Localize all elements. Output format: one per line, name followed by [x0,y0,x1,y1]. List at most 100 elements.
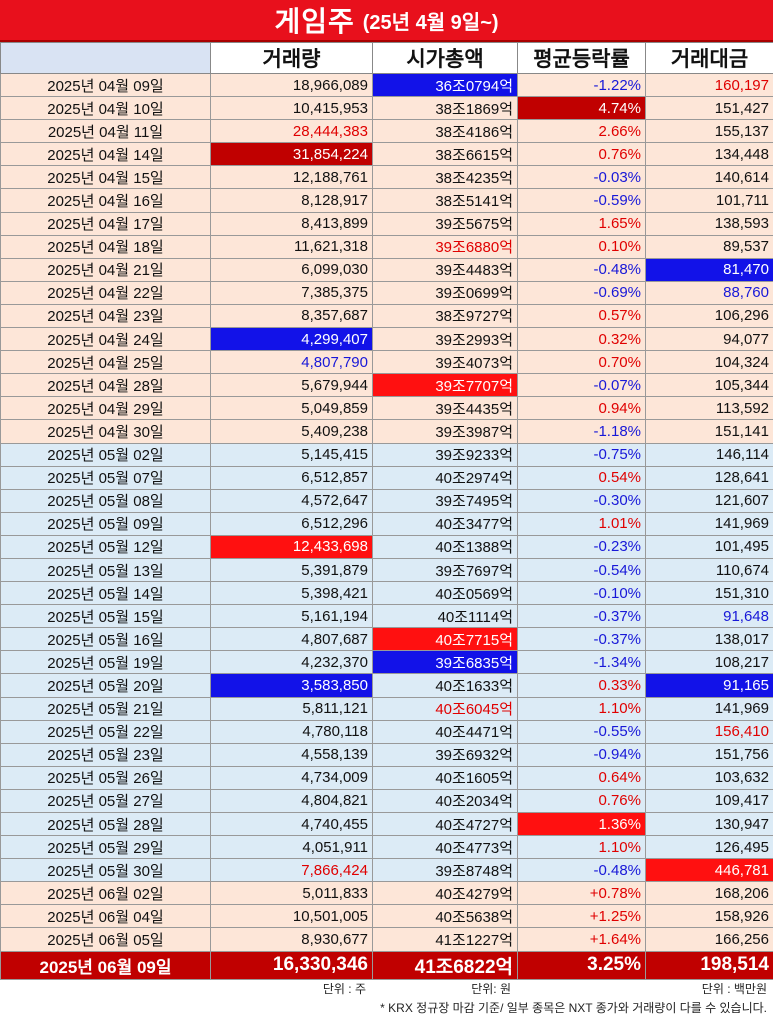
latest-date-cell: 2025년 06월 09일 [1,951,211,979]
change-cell: 1.65% [518,212,646,235]
date-cell: 2025년 04월 29일 [1,397,211,420]
market-cap-cell: 39조4435억 [373,397,518,420]
change-cell: 4.74% [518,97,646,120]
amount-cell: 91,165 [646,674,773,697]
date-cell: 2025년 06월 05일 [1,928,211,951]
volume-cell: 5,049,859 [211,397,373,420]
date-cell: 2025년 05월 23일 [1,743,211,766]
market-cap-cell: 39조3987억 [373,420,518,443]
change-cell: +1.64% [518,928,646,951]
change-cell: 0.57% [518,304,646,327]
market-cap-cell: 40조0569억 [373,582,518,605]
market-cap-cell: 39조7495억 [373,489,518,512]
header-volume: 거래량 [211,43,373,74]
volume-cell: 7,385,375 [211,281,373,304]
latest-amount-cell: 198,514 [646,951,773,979]
date-cell: 2025년 04월 30일 [1,420,211,443]
volume-cell: 4,299,407 [211,328,373,351]
amount-cell: 151,756 [646,743,773,766]
amount-cell: 158,926 [646,905,773,928]
change-cell: -0.48% [518,258,646,281]
amount-cell: 89,537 [646,235,773,258]
market-cap-cell: 39조6932억 [373,743,518,766]
header-change-rate: 평균등락률 [518,43,646,74]
amount-cell: 168,206 [646,882,773,905]
volume-cell: 4,232,370 [211,651,373,674]
volume-cell: 4,807,687 [211,628,373,651]
change-cell: -1.22% [518,74,646,97]
volume-cell: 4,051,911 [211,836,373,859]
header-date [1,43,211,74]
change-cell: -0.03% [518,166,646,189]
date-cell: 2025년 05월 07일 [1,466,211,489]
date-cell: 2025년 04월 24일 [1,328,211,351]
date-cell: 2025년 05월 14일 [1,582,211,605]
amount-cell: 160,197 [646,74,773,97]
market-cap-cell: 39조6880억 [373,235,518,258]
unit-volume: 단위 : 주 [0,980,372,998]
date-cell: 2025년 05월 13일 [1,558,211,581]
market-cap-cell: 39조6835억 [373,651,518,674]
amount-cell: 101,495 [646,535,773,558]
volume-cell: 3,583,850 [211,674,373,697]
volume-cell: 18,966,089 [211,74,373,97]
date-cell: 2025년 05월 02일 [1,443,211,466]
market-cap-cell: 39조0699억 [373,281,518,304]
amount-cell: 103,632 [646,766,773,789]
amount-cell: 151,427 [646,97,773,120]
date-cell: 2025년 05월 26일 [1,766,211,789]
market-cap-cell: 39조7707억 [373,374,518,397]
amount-cell: 88,760 [646,281,773,304]
change-cell: 2.66% [518,120,646,143]
market-cap-cell: 40조4471억 [373,720,518,743]
footnote: * KRX 정규장 마감 기준/ 일부 종목은 NXT 종가와 거래량이 다를 … [0,998,773,1018]
volume-cell: 5,011,833 [211,882,373,905]
date-cell: 2025년 05월 29일 [1,836,211,859]
volume-cell: 6,512,296 [211,512,373,535]
volume-cell: 5,391,879 [211,558,373,581]
header-trading-amount: 거래대금 [646,43,773,74]
volume-cell: 5,161,194 [211,605,373,628]
amount-cell: 146,114 [646,443,773,466]
amount-cell: 156,410 [646,720,773,743]
market-cap-cell: 40조2974억 [373,466,518,489]
volume-cell: 4,740,455 [211,813,373,836]
market-cap-cell: 40조4279억 [373,882,518,905]
change-cell: -0.59% [518,189,646,212]
date-cell: 2025년 06월 04일 [1,905,211,928]
amount-cell: 151,141 [646,420,773,443]
unit-amount: 단위 : 백만원 [645,980,773,998]
date-cell: 2025년 05월 21일 [1,697,211,720]
market-cap-cell: 38조9727억 [373,304,518,327]
market-cap-cell: 41조1227억 [373,928,518,951]
amount-cell: 138,017 [646,628,773,651]
date-cell: 2025년 04월 11일 [1,120,211,143]
date-cell: 2025년 04월 23일 [1,304,211,327]
market-cap-cell: 38조6615억 [373,143,518,166]
volume-cell: 28,444,383 [211,120,373,143]
change-cell: +0.78% [518,882,646,905]
change-cell: -0.07% [518,374,646,397]
change-cell: 0.54% [518,466,646,489]
volume-cell: 7,866,424 [211,859,373,882]
date-cell: 2025년 04월 10일 [1,97,211,120]
market-cap-cell: 38조1869억 [373,97,518,120]
market-cap-cell: 39조9233억 [373,443,518,466]
amount-cell: 140,614 [646,166,773,189]
change-cell: -0.48% [518,859,646,882]
